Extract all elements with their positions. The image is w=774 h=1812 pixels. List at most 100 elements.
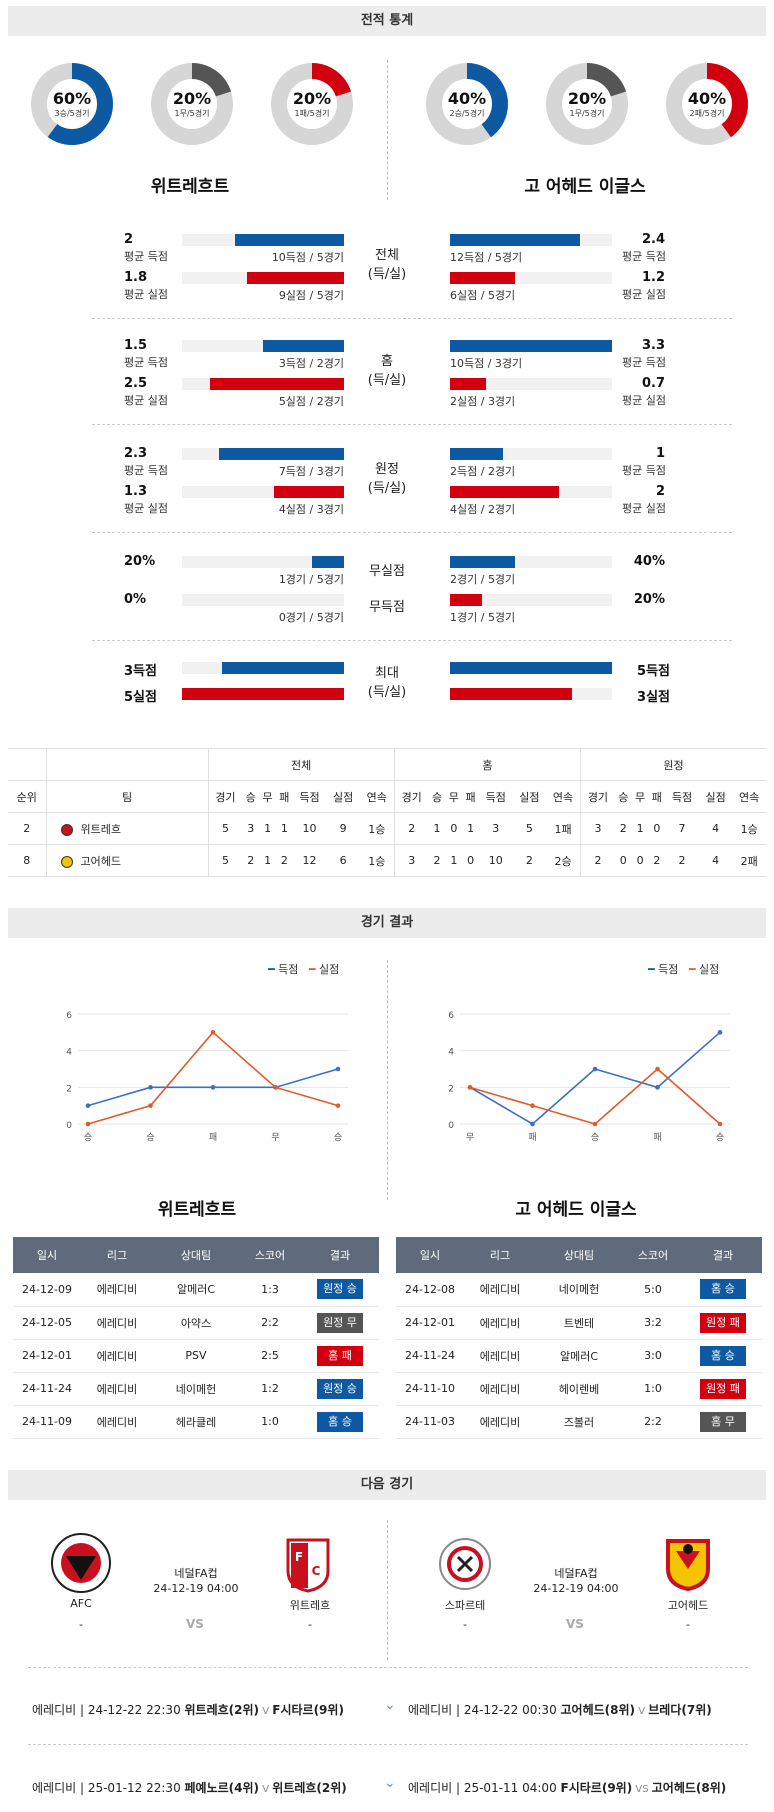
concede-series-line [87, 1031, 339, 1125]
result-badge: 홈 승 [700, 1345, 746, 1366]
ranking-cell: 2 [579, 844, 615, 877]
ranking-row[interactable]: 8 고어헤드 5 2 1 2 12 6 1승 3 2 1 0 10 2 2승 2 0 0 2 2 4 2패 [8, 844, 766, 877]
score-point [148, 1085, 153, 1090]
result-opponent: PSV [153, 1339, 239, 1373]
divider [92, 640, 732, 641]
y-tick-label: 4 [448, 1048, 454, 1058]
result-league: 에레디비 [81, 1339, 153, 1373]
stat-label: 평균 득점 [622, 250, 666, 263]
stat-caption: 3득점 / 2경기 [278, 357, 344, 370]
rank-header-blank [8, 748, 46, 781]
ranking-row[interactable]: 2 위트레흐 5 3 1 1 10 9 1승 2 1 0 1 3 5 1패 3 2 1 0 7 4 1승 [8, 812, 766, 845]
chevron-down-icon[interactable]: ⌄ [384, 1697, 396, 1713]
results-row[interactable]: 24-11-09 에레디비 헤라클레 1:0 홈 승 [13, 1405, 379, 1439]
results-col-header: 일시 [396, 1237, 464, 1273]
result-score: 2:2 [622, 1405, 684, 1439]
ranking-cell: 3 [579, 812, 615, 845]
ranking-col-header: 실점 [326, 780, 360, 813]
stat-caption: 9실점 / 5경기 [278, 289, 344, 302]
donut-segment [426, 63, 508, 145]
donut-percent: 20% [292, 89, 332, 108]
legend-score-icon: ━ [648, 963, 655, 976]
donut-segment [31, 63, 113, 145]
score-point [592, 1066, 598, 1072]
result-badge: 원정 패 [700, 1312, 746, 1333]
donut-caption: 3승/5경기 [54, 109, 90, 118]
ranking-cell: 10 [478, 844, 513, 877]
stat-value: 1.3 [124, 484, 148, 499]
ranking-cell: 0 [462, 844, 479, 877]
concede-point [335, 1103, 341, 1108]
x-tick-label: 승 [84, 1132, 92, 1143]
stat-caption: 12득점 / 5경기 [450, 251, 523, 264]
team-name-right: 고 어헤드 이글스 [524, 177, 646, 197]
concede-series-line [469, 1067, 721, 1125]
ranking-col-header: 승 [242, 780, 260, 813]
results-header-row: 일시 리그 상대팀 스코어 결과 [13, 1237, 379, 1273]
schedule-item-right[interactable]: 에레디비 | 24-12-22 00:30 고어헤드(8위) V 브레다(7위) [408, 1701, 712, 1718]
result-date: 24-12-08 [396, 1273, 464, 1307]
stat-label: 평균 실점 [622, 288, 666, 301]
schedule-item-right[interactable]: 에레디비 | 25-01-11 04:00 F시타르(9위) VS 고어헤드(8… [408, 1779, 726, 1796]
schedule-item-left[interactable]: 에레디비 | 24-12-22 22:30 위트레흐(2위) V F시타르(9위… [32, 1701, 344, 1718]
ranking-cell: 10 [292, 812, 327, 845]
donut-caption: 1패/5경기 [294, 109, 330, 118]
results-row[interactable]: 24-12-01 에레디비 PSV 2:5 홈 패 [13, 1339, 379, 1373]
result-score: 1:0 [622, 1372, 684, 1406]
stat-value: 0% [124, 592, 147, 607]
ranking-col-header: 팀 [45, 780, 208, 813]
results-row[interactable]: 24-12-05 에레디비 아약스 2:2 원정 무 [13, 1306, 379, 1340]
results-team-right: 고 어헤드 이글스 [515, 1200, 637, 1220]
results-row[interactable]: 24-11-24 에레디비 네이메헌 1:2 원정 승 [13, 1372, 379, 1406]
stat-bar-track [182, 556, 344, 568]
ranking-cell: 5 [207, 844, 243, 877]
results-row[interactable]: 24-12-09 에레디비 알메러C 1:3 원정 승 [13, 1273, 379, 1307]
results-table-right: 일시 리그 상대팀 스코어 결과 24-12-08 에레디비 네이메헌 5:0 홈 승 24-12-… [396, 1237, 762, 1439]
results-col-header: 결과 [684, 1237, 762, 1273]
stat-bar-track [450, 594, 612, 606]
ranking-col-header: 순위 [8, 780, 46, 813]
ranking-body: 2 위트레흐 5 3 1 1 10 9 1승 2 1 0 1 3 5 1패 3 2 1 0 7 4 1승 8 고어헤드 5 2 1 2 1… [8, 812, 766, 877]
stat-value: 40% [633, 554, 665, 569]
team-header-blank [45, 748, 208, 781]
concede-point [467, 1085, 473, 1090]
results-row[interactable]: 24-11-03 에레디비 즈볼러 2:2 홈 무 [396, 1405, 762, 1439]
results-row[interactable]: 24-11-24 에레디비 알메러C 3:0 홈 승 [396, 1339, 762, 1373]
result-cell: 원정 승 [301, 1372, 379, 1406]
next-left-comp: 네덜FA컵 [174, 1567, 218, 1580]
result-opponent: 네이메헌 [153, 1372, 239, 1406]
score-point [530, 1121, 535, 1127]
results-row[interactable]: 24-12-08 에레디비 네이메헌 5:0 홈 승 [396, 1273, 762, 1307]
x-tick-label: 승 [591, 1132, 599, 1143]
team-name-left: 위트레흐트 [150, 177, 230, 197]
ranking-cell: 0 [614, 844, 632, 877]
ranking-cell: 0 [631, 844, 649, 877]
divider [92, 318, 732, 319]
donut-chart: 20% 1무/5경기 [545, 62, 629, 146]
result-league: 에레디비 [464, 1339, 536, 1373]
results-col-header: 리그 [464, 1237, 536, 1273]
result-date: 24-11-24 [13, 1372, 81, 1406]
schedule-info: 에레디비 | 25-01-12 22:30 [32, 1781, 185, 1795]
x-tick-label: 패 [209, 1132, 217, 1143]
chevron-down-icon[interactable]: ⌄ [384, 1775, 396, 1791]
divider [28, 1667, 748, 1668]
result-date: 24-11-24 [396, 1339, 464, 1373]
result-opponent: 아약스 [153, 1306, 239, 1340]
next-left-away-rank: - [308, 1618, 312, 1631]
donut-segment [151, 63, 233, 145]
stat-label: 평균 득점 [622, 356, 666, 369]
divider [92, 424, 732, 425]
results-row[interactable]: 24-12-01 에레디비 트벤테 3:2 원정 패 [396, 1306, 762, 1340]
ranking-cell: 1승 [359, 844, 395, 877]
ranking-col-header: 득점 [478, 780, 513, 813]
result-badge: 원정 무 [317, 1312, 363, 1333]
ranking-col-header: 승 [614, 780, 632, 813]
result-league: 에레디비 [464, 1273, 536, 1307]
result-badge: 홈 승 [317, 1411, 363, 1432]
ranking-cell: 1패 [546, 812, 581, 845]
schedule-item-left[interactable]: 에레디비 | 25-01-12 22:30 페예노르(4위) V 위트레흐(2위… [32, 1779, 347, 1796]
stat-value: 20% [124, 554, 156, 569]
results-row[interactable]: 24-11-10 에레디비 헤이렌베 1:0 원정 패 [396, 1372, 762, 1406]
result-date: 24-11-03 [396, 1405, 464, 1439]
